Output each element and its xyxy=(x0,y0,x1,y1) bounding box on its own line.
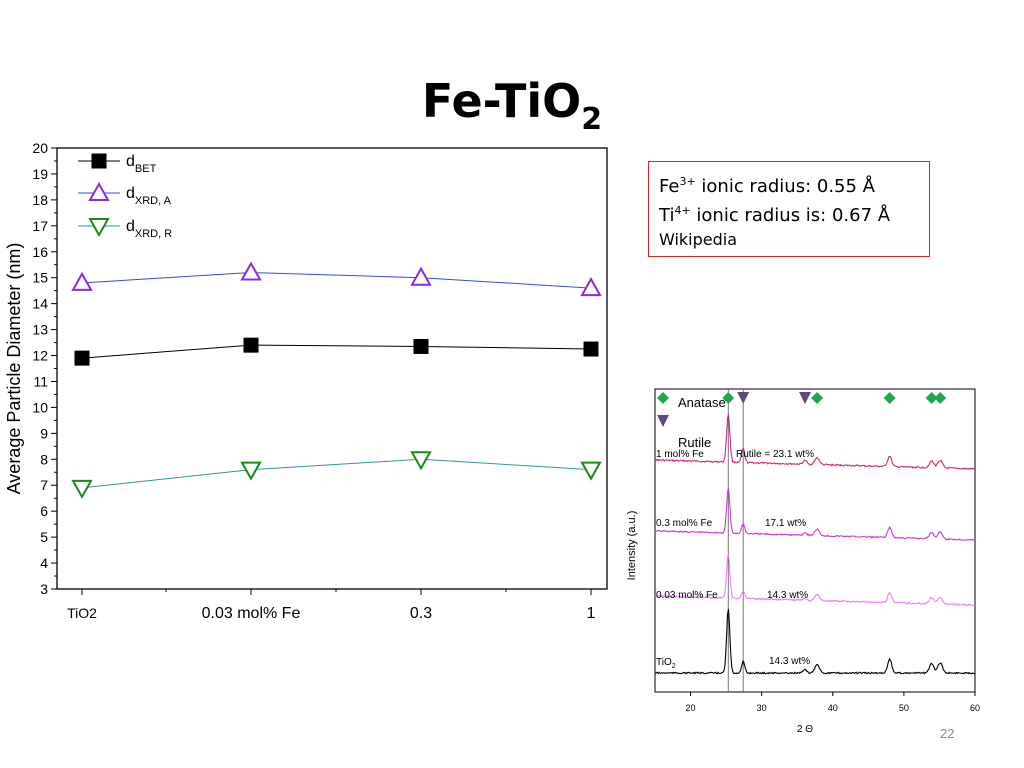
data-point-xrd_a xyxy=(580,277,602,297)
fe-symbol: Fe xyxy=(659,176,680,197)
anatase-peak-marker xyxy=(934,392,947,404)
y-tick-label: 17 xyxy=(32,218,48,234)
data-point-xrd_a xyxy=(240,261,262,281)
data-point-xrd_r xyxy=(410,451,432,471)
legend-anatase-label: Anatase xyxy=(678,395,726,410)
x-tick-label: 0.3 xyxy=(410,605,432,622)
data-point-xrd_r xyxy=(240,461,262,481)
legend-anatase-marker xyxy=(657,392,669,404)
y-tick-label: 4 xyxy=(40,555,48,571)
legend-label-xrd_a: dXRD, A xyxy=(126,185,172,207)
ti-radius-line: Ti4+ ionic radius is: 0.67 Å xyxy=(659,199,929,228)
legend-rutile-label: Rutile xyxy=(678,435,711,450)
y-tick-label: 20 xyxy=(32,140,48,156)
xrd-pattern-chart: 20 30 40 50 60 2 Θ Intensity (a.u.) Anatase Ruti… xyxy=(626,388,980,735)
legend-rutile-marker xyxy=(657,415,669,427)
xrd-x-tick-label: 50 xyxy=(899,703,909,713)
y-axis-label: Average Particle Diameter (nm) xyxy=(4,243,24,495)
y-tick-label: 12 xyxy=(32,348,48,364)
xrd-trace-xrd_03mol xyxy=(654,487,976,541)
data-point-bet xyxy=(243,337,259,353)
y-tick-label: 6 xyxy=(40,503,48,519)
legend-label-bet: dBET xyxy=(126,153,157,175)
series-line-xrd_r xyxy=(81,458,592,489)
y-tick-label: 16 xyxy=(32,244,48,260)
series-line-xrd_a xyxy=(81,272,592,289)
legend-marker-xrd_a xyxy=(88,181,110,201)
y-tick-label: 11 xyxy=(33,373,48,389)
xrd-trace-label: TiO2 xyxy=(656,657,676,670)
y-tick-label: 14 xyxy=(32,296,48,312)
y-tick-label: 13 xyxy=(32,322,48,338)
xrd-trace-annotation: 14.3 wt% xyxy=(767,590,808,601)
legend-marker-xrd_r xyxy=(88,218,110,238)
x-tick-label: TiO2 xyxy=(67,605,97,621)
data-point-xrd_a xyxy=(410,266,432,286)
xrd-x-tick-label: 60 xyxy=(970,703,980,713)
y-tick-label: 19 xyxy=(32,166,48,182)
xrd-trace-annotation: Rutile = 23.1 wt% xyxy=(736,449,814,460)
rutile-peak-marker xyxy=(799,392,812,404)
series-xrd_r xyxy=(71,451,602,499)
xrd-x-tick-label: 20 xyxy=(686,703,696,713)
data-point-bet xyxy=(583,341,599,357)
anatase-peak-marker xyxy=(883,392,896,404)
slide-title: Fe-TiO2 xyxy=(0,71,1024,150)
data-point-bet xyxy=(413,338,429,354)
legend-label-xrd_r: dXRD, R xyxy=(126,218,172,240)
fe-radius-line: Fe3+ ionic radius: 0.55 Å xyxy=(659,170,929,199)
data-point-xrd_a xyxy=(71,271,93,291)
xrd-trace-label: 1 mol% Fe xyxy=(656,449,704,460)
x-tick-label: 0.03 mol% Fe xyxy=(202,605,301,622)
slide-title-main: Fe-TiO xyxy=(421,73,582,128)
data-point-xrd_r xyxy=(580,461,602,481)
series-xrd_a xyxy=(71,261,602,297)
anatase-peak-marker xyxy=(722,392,735,404)
y-tick-label: 5 xyxy=(40,529,48,545)
ti-symbol: Ti xyxy=(659,205,675,226)
y-tick-label: 7 xyxy=(40,477,48,493)
xrd-trace-label: 0.03 mol% Fe xyxy=(656,590,718,601)
plot-frame xyxy=(56,147,608,590)
ti-radius-text: ionic radius is: 0.67 Å xyxy=(690,205,891,226)
ti-charge: 4+ xyxy=(674,204,691,217)
data-point-xrd_r xyxy=(71,479,93,499)
source-wikipedia: Wikipedia xyxy=(659,230,738,249)
xrd-trace-label: 0.3 mol% Fe xyxy=(656,518,713,529)
ionic-radius-box: Fe3+ ionic radius: 0.55 Å Ti4+ ionic rad… xyxy=(648,161,930,257)
xrd-x-tick-label: 40 xyxy=(828,703,838,713)
legend-marker-bet xyxy=(91,153,107,169)
series-line-bet xyxy=(81,344,592,359)
y-tick-label: 3 xyxy=(40,581,48,597)
y-tick-label: 18 xyxy=(32,192,48,208)
y-tick-label: 10 xyxy=(32,399,48,415)
y-tick-label: 9 xyxy=(40,425,48,441)
y-tick-label: 8 xyxy=(40,451,48,467)
xrd-x-tick-label: 30 xyxy=(757,703,767,713)
xrd-trace-annotation: 17.1 wt% xyxy=(765,518,806,529)
xrd-x-axis-label: 2 Θ xyxy=(797,724,813,735)
xrd-trace-annotation: 14.3 wt% xyxy=(769,656,810,667)
particle-diameter-chart: 3 4 5 6 7 8 9 10 11 12 13 14 15 16 17 18 19 20 TiO2 0.03 mo… xyxy=(4,140,608,622)
rutile-peak-marker xyxy=(737,392,750,404)
series-bet xyxy=(74,337,599,366)
fe-charge: 3+ xyxy=(679,175,696,188)
xrd-trace-xrd_003mol xyxy=(654,554,976,607)
anatase-peak-marker xyxy=(925,392,938,404)
data-point-bet xyxy=(74,350,90,366)
x-tick-label: 1 xyxy=(587,605,596,622)
fe-radius-text: ionic radius: 0.55 Å xyxy=(695,176,875,197)
y-tick-label: 15 xyxy=(32,270,48,286)
slide-title-subscript: 2 xyxy=(581,101,603,137)
page-number: 22 xyxy=(940,726,955,741)
anatase-peak-marker xyxy=(811,392,824,404)
xrd-y-axis-label: Intensity (a.u.) xyxy=(626,511,638,581)
xrd-trace-xrd_tio2 xyxy=(654,608,976,675)
xrd-trace-xrd_1mol xyxy=(654,414,976,471)
